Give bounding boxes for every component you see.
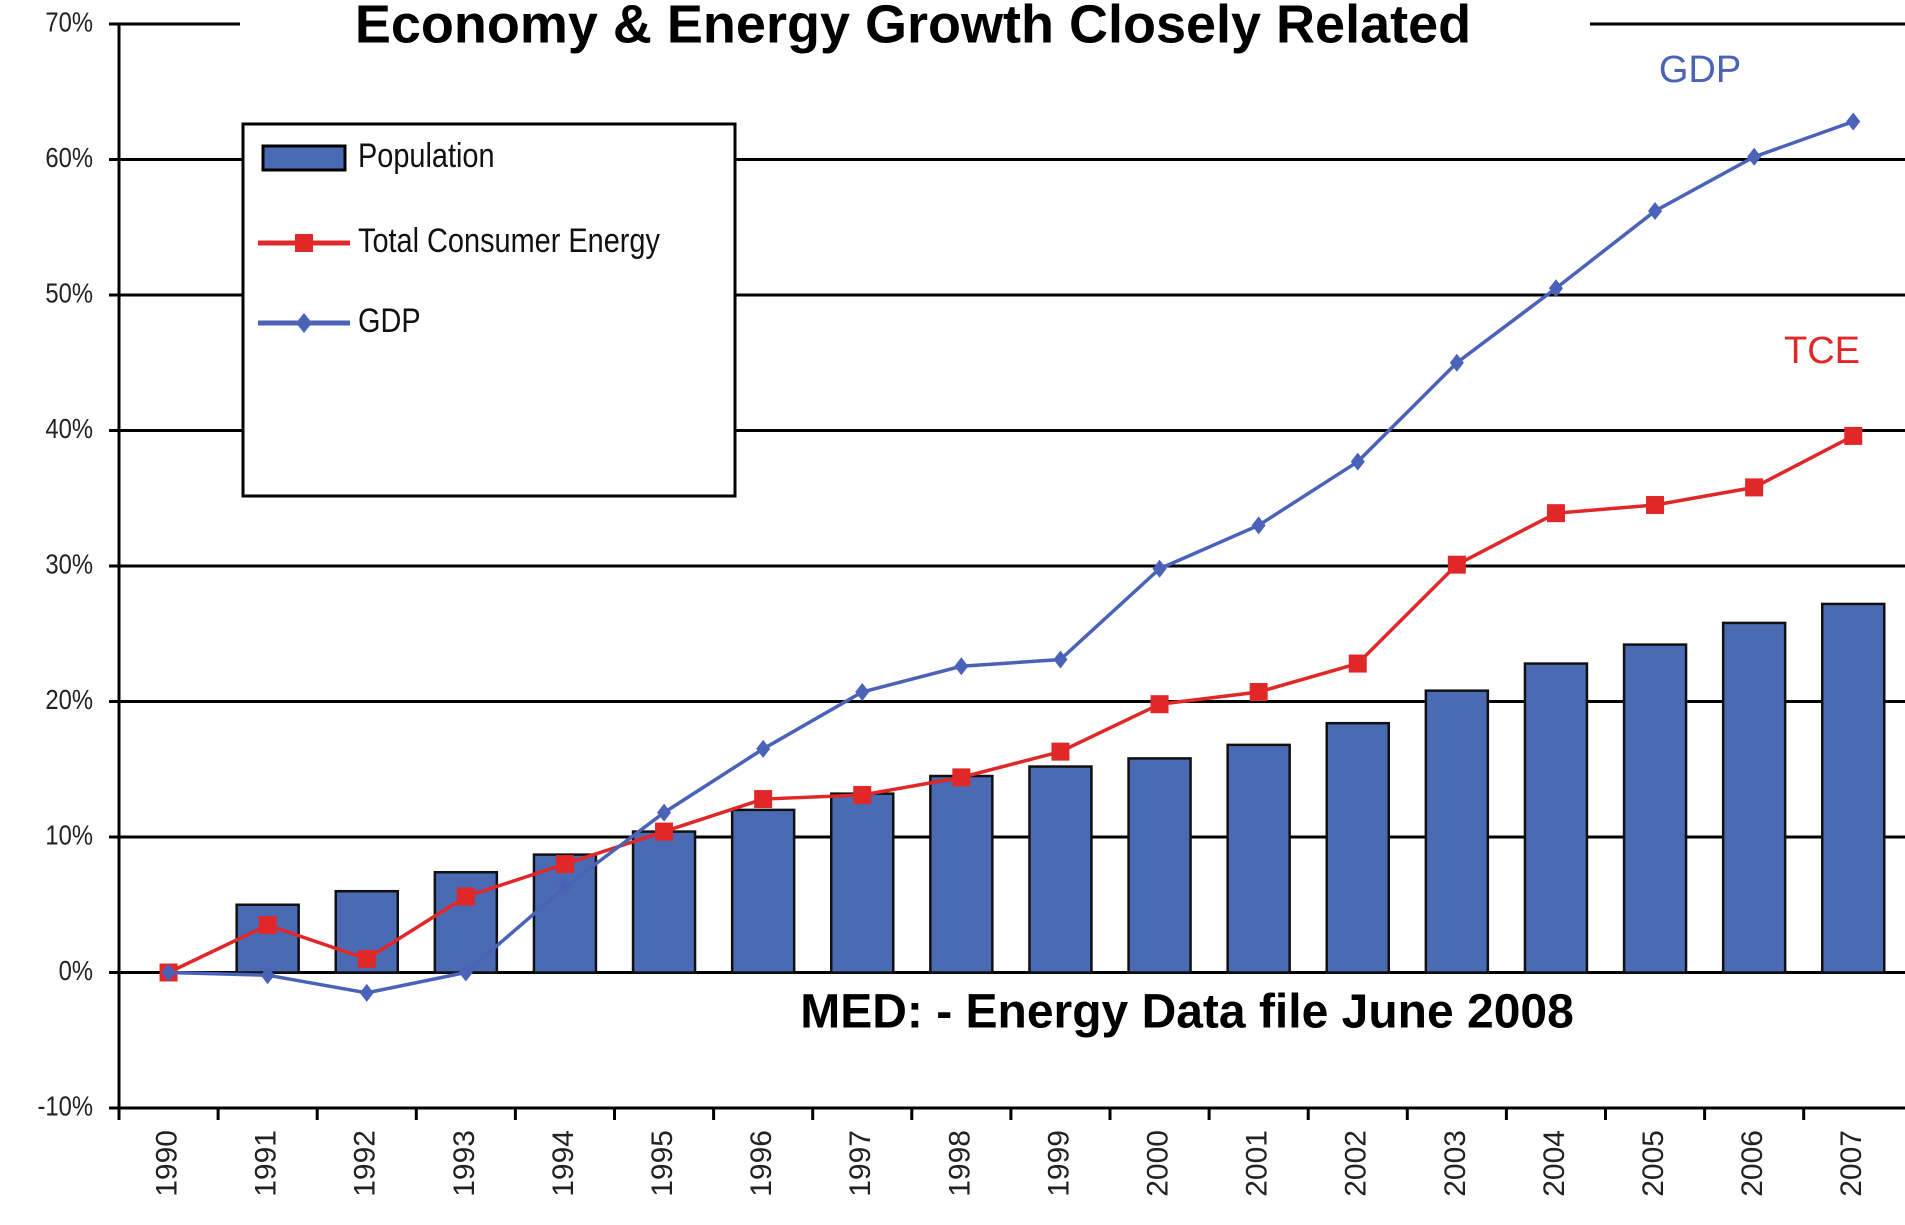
title-backing <box>240 0 1590 60</box>
annotation: GDP <box>1659 49 1741 91</box>
marker <box>1844 426 1863 445</box>
bar <box>929 774 994 974</box>
marker <box>756 739 771 758</box>
legend-marker <box>296 313 312 333</box>
x-tick-label: 2003 <box>1439 1130 1472 1197</box>
line <box>167 434 1855 975</box>
x-tick-label: 1997 <box>844 1130 877 1197</box>
source-note: MED: - Energy Data file June 2008 <box>800 986 1574 1039</box>
marker <box>1548 279 1563 298</box>
bar <box>1226 743 1291 974</box>
y-tick-label: 40% <box>45 412 93 444</box>
marker <box>754 790 773 809</box>
marker <box>853 785 872 804</box>
x-tick-label: 2001 <box>1241 1130 1274 1197</box>
marker <box>1646 496 1665 515</box>
y-tick-label: 60% <box>45 141 93 173</box>
y-tick-label: 10% <box>45 819 93 851</box>
bar <box>1622 643 1688 974</box>
marker <box>1053 650 1068 669</box>
marker <box>1152 559 1167 578</box>
bar <box>730 808 796 974</box>
legend-box <box>241 122 737 498</box>
bar <box>1721 621 1787 974</box>
x-tick-label: 2007 <box>1835 1130 1868 1197</box>
marker <box>855 683 870 702</box>
x-tick-label: 2000 <box>1141 1130 1174 1197</box>
x-tick-label: 2004 <box>1538 1130 1571 1197</box>
marker <box>952 768 971 787</box>
marker <box>258 916 277 935</box>
marker <box>1150 695 1169 714</box>
bar <box>1424 689 1490 974</box>
x-tick-label: 1995 <box>646 1130 679 1197</box>
legend-label: GDP <box>358 301 421 340</box>
marker <box>1648 201 1663 220</box>
chart-title: Economy & Energy Growth Closely Related <box>355 0 1471 54</box>
x-tick-label: 1993 <box>448 1130 481 1197</box>
x-tick-label: 2006 <box>1736 1130 1769 1197</box>
bar <box>1821 602 1886 974</box>
marker <box>1348 654 1367 673</box>
x-tick-label: 1998 <box>943 1130 976 1197</box>
marker <box>161 963 176 982</box>
bar <box>631 830 697 974</box>
x-tick-label: 1991 <box>250 1130 283 1197</box>
marker <box>357 949 376 968</box>
marker <box>1747 147 1762 166</box>
marker <box>1846 112 1861 131</box>
marker <box>954 657 969 676</box>
y-tick-label: 20% <box>45 683 93 715</box>
x-tick-label: 2005 <box>1637 1130 1670 1197</box>
bar <box>235 903 300 974</box>
marker <box>555 855 574 874</box>
legend-label: Population <box>358 136 495 175</box>
marker <box>1546 504 1565 523</box>
y-tick-label: -10% <box>37 1090 93 1122</box>
x-tick-label: 1994 <box>547 1130 580 1197</box>
annotation: TCE <box>1784 330 1860 372</box>
bar <box>1325 721 1390 974</box>
marker <box>557 878 572 897</box>
marker <box>260 966 275 985</box>
y-tick-label: 50% <box>45 277 93 309</box>
marker <box>1251 516 1266 535</box>
marker <box>1745 478 1764 497</box>
bar <box>1523 662 1589 974</box>
x-tick-label: 1999 <box>1042 1130 1075 1197</box>
legend-label: Total Consumer Energy <box>358 221 660 260</box>
bar <box>1127 757 1192 974</box>
bar <box>1028 765 1093 974</box>
x-tick-label: 1992 <box>349 1130 382 1197</box>
marker <box>657 803 672 822</box>
legend-marker <box>295 234 313 252</box>
bar <box>830 792 895 974</box>
x-tick-label: 1996 <box>745 1130 778 1197</box>
marker <box>1447 555 1466 574</box>
y-tick-label: 0% <box>59 954 93 986</box>
line <box>168 119 1854 995</box>
x-tick-label: 1990 <box>150 1130 183 1197</box>
y-tick-label: 70% <box>45 6 93 38</box>
legend-swatch <box>261 144 347 172</box>
marker <box>655 822 674 841</box>
bar <box>433 870 499 974</box>
marker <box>1449 353 1464 372</box>
y-tick-label: 30% <box>45 548 93 580</box>
marker <box>1051 742 1070 761</box>
marker <box>456 887 475 906</box>
marker <box>458 963 473 982</box>
x-tick-label: 2002 <box>1340 1130 1373 1197</box>
marker <box>359 983 374 1002</box>
marker <box>1249 683 1268 702</box>
marker <box>1350 452 1365 471</box>
